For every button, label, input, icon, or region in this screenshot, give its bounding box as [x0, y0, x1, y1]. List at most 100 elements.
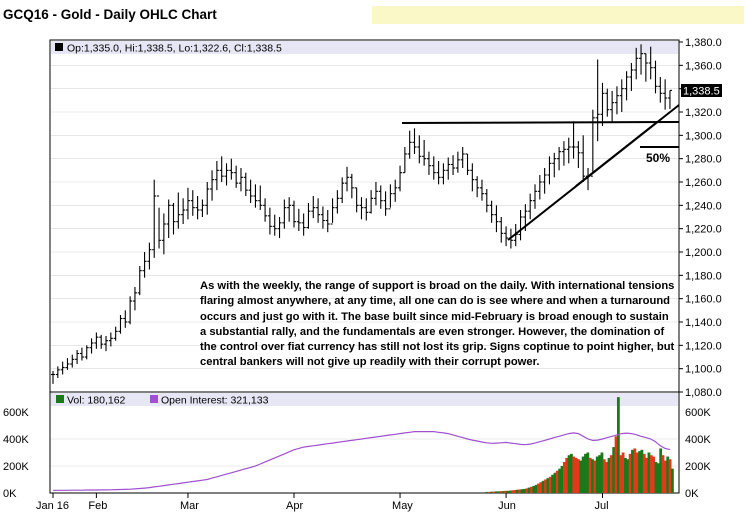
- ohlc-bar: [267, 207, 272, 235]
- volume-bar: [497, 491, 500, 493]
- volume-bar: [633, 448, 637, 493]
- ohlc-bar: [600, 82, 605, 126]
- volume-bar: [492, 491, 496, 493]
- volume-legend: Vol: 180,162: [67, 395, 126, 407]
- ohlc-bar: [190, 190, 195, 216]
- volume-bar: [584, 453, 587, 493]
- ohlc-bar: [364, 198, 369, 221]
- ohlc-bar: [277, 217, 282, 238]
- ohlc-bar: [528, 193, 533, 220]
- ohlc-bar: [99, 334, 104, 349]
- last-price-box: [681, 84, 722, 97]
- date-tick-label: Feb: [88, 500, 107, 512]
- ohlc-bar: [234, 165, 239, 188]
- price-panel-frame: [49, 39, 680, 393]
- date-tick-label: Jul: [594, 500, 608, 512]
- volume-bar: [600, 452, 604, 493]
- volume-bar: [621, 452, 625, 493]
- ohlc-bar: [460, 147, 465, 168]
- volume-tick-label-left: 600K: [3, 407, 29, 419]
- ohlc-bar: [639, 44, 644, 75]
- volume-bar: [515, 489, 519, 493]
- ohlc-bar: [171, 203, 176, 235]
- ohlc-bar: [243, 172, 248, 196]
- volume-bar: [572, 456, 576, 493]
- volume-bar: [534, 484, 538, 493]
- ohlc-bar: [89, 338, 94, 354]
- date-tick-label: May: [392, 500, 413, 512]
- volume-bar: [508, 490, 512, 493]
- volume-bar: [499, 491, 503, 493]
- fib-50-label: 50%: [646, 151, 670, 165]
- volume-bar: [525, 488, 529, 493]
- ohlc-bar: [398, 165, 403, 192]
- last-price-label: 1,338.5: [683, 86, 720, 98]
- volume-bar: [607, 457, 611, 493]
- volume-bar: [562, 461, 566, 493]
- volume-bar: [649, 455, 653, 493]
- ohlc-bar: [533, 184, 537, 209]
- ohlc-bar: [595, 59, 600, 142]
- ohlc-bar: [455, 151, 460, 173]
- volume-bar: [494, 491, 498, 493]
- volume-bar: [541, 480, 545, 493]
- volume-bar: [614, 436, 618, 493]
- date-axis: Jan 16 Feb Mar Apr May Jun Jul: [36, 493, 609, 512]
- ohlc-bar: [441, 163, 446, 185]
- volume-tick-label-right: 600K: [685, 407, 711, 419]
- volume-bar: [527, 487, 531, 493]
- ohlc-bar: [181, 198, 186, 224]
- volume-bar: [654, 461, 658, 493]
- volume-bar: [490, 491, 493, 493]
- ohlc-bar: [359, 197, 364, 220]
- volume-bar: [640, 449, 644, 493]
- ohlc-bar: [499, 217, 504, 243]
- ohlc-bar: [470, 163, 475, 192]
- price-tick-label: 1,140.0: [685, 317, 722, 329]
- ohlc-bar: [132, 287, 137, 311]
- ohlc-bar: [624, 71, 629, 101]
- price-tick-label: 1,240.0: [685, 200, 722, 212]
- ohlc-bar: [388, 184, 393, 210]
- resistance-line: [401, 121, 680, 124]
- ohlc-bar: [653, 60, 658, 94]
- ohlc-bar: [238, 168, 243, 192]
- volume-axis: 600K 600K 400K 400K 200K 200K 0K 0K: [3, 407, 711, 500]
- volume-tick-label-right: 200K: [685, 461, 711, 473]
- volume-tick-label-right: 0K: [685, 488, 699, 500]
- price-tick-label: 1,200.0: [685, 247, 722, 259]
- ohlc-bar: [214, 161, 219, 191]
- chart-title: GCQ16 - Gold - Daily OHLC Chart: [3, 7, 217, 22]
- ohlc-bar: [65, 358, 70, 370]
- oi-legend: Open Interest: 321,133: [161, 395, 269, 407]
- volume-tick-label-left: 200K: [3, 461, 29, 473]
- ohlc-legend: Op:1,335.0, Hi:1,338.5, Lo:1,322.6, Cl:1…: [67, 43, 282, 55]
- ohlc-bar: [137, 266, 142, 296]
- ohlc-bar: [431, 156, 436, 180]
- price-tick-label: 1,160.0: [685, 294, 722, 306]
- ohlc-bar: [55, 366, 60, 378]
- ohlc-bar: [566, 137, 571, 164]
- volume-bar: [520, 489, 524, 493]
- ohlc-legend-swatch: [55, 43, 63, 51]
- volume-bar: [638, 451, 641, 493]
- volume-bar: [612, 447, 616, 493]
- volume-bar: [548, 476, 552, 493]
- ohlc-bar: [311, 196, 316, 219]
- ohlc-bar: [79, 347, 84, 361]
- volume-bar: [560, 466, 564, 493]
- price-tick-label: 1,100.0: [685, 364, 722, 376]
- volume-bar: [579, 460, 583, 493]
- volume-bar: [574, 457, 578, 493]
- ohlc-bar: [123, 310, 128, 328]
- volume-bar: [501, 491, 505, 493]
- volume-bar: [504, 490, 507, 493]
- ohlc-bar: [576, 141, 581, 168]
- ohlc-bar: [590, 109, 595, 177]
- ohlc-bar: [605, 88, 610, 117]
- volume-bar: [518, 489, 522, 493]
- ohlc-bar: [634, 47, 639, 80]
- ohlc-bar: [51, 371, 55, 384]
- volume-tick-label-left: 0K: [3, 488, 17, 500]
- ohlc-bar: [152, 179, 157, 258]
